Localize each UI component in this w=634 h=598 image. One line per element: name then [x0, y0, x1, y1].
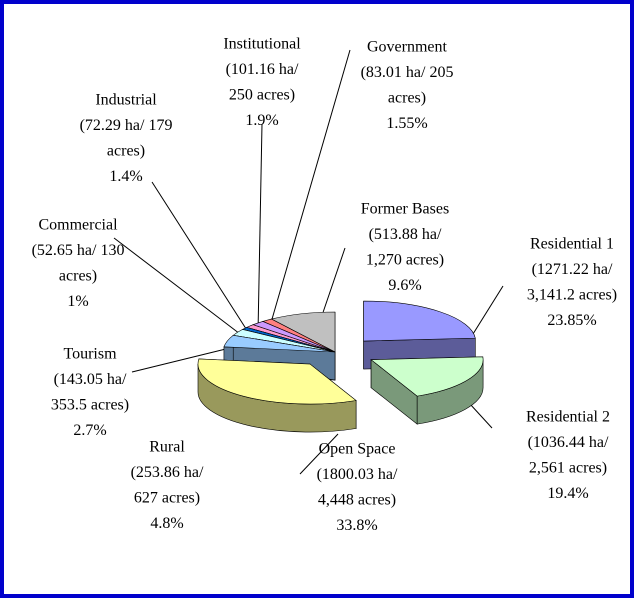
- area-label: 1,270 acres): [366, 252, 444, 269]
- category-label: Open Space: [319, 441, 396, 458]
- slice: [223, 334, 336, 353]
- value-label: 9.6%: [388, 277, 421, 294]
- category-label: Residential 2: [526, 409, 610, 426]
- leader-line: [131, 345, 239, 373]
- leader-line: [113, 237, 245, 338]
- area-label: 2,561 acres): [529, 460, 607, 477]
- leader-line: [267, 49, 351, 334]
- area-label: (72.29 ha/ 179: [80, 117, 173, 134]
- leader-line: [257, 123, 263, 334]
- value-label: 1%: [67, 293, 88, 310]
- category-label: Institutional: [223, 36, 301, 53]
- value-label: 19.4%: [547, 485, 588, 502]
- area-label: (143.05 ha/: [54, 371, 127, 388]
- slice: [370, 356, 484, 397]
- value-label: 23.85%: [547, 312, 596, 329]
- area-label: (513.88 ha/: [369, 226, 442, 243]
- value-label: 1.9%: [245, 112, 278, 129]
- area-label: acres): [107, 143, 145, 160]
- leader-line: [467, 285, 504, 343]
- area-label: 3,141.2 acres): [527, 287, 617, 304]
- category-label: Tourism: [63, 346, 117, 363]
- leader-lines: [113, 49, 504, 475]
- area-label: 250 acres): [229, 87, 295, 104]
- category-label: Rural: [149, 439, 185, 456]
- value-label: 2.7%: [73, 422, 106, 439]
- area-label: (253.86 ha/: [131, 464, 204, 481]
- area-label: 4,448 acres): [318, 492, 396, 509]
- pie: [197, 300, 484, 433]
- slice: [197, 358, 357, 405]
- area-label: (1800.03 ha/: [317, 466, 398, 483]
- area-label: (101.16 ha/: [226, 61, 299, 78]
- value-label: 33.8%: [336, 517, 377, 534]
- leader-line: [469, 403, 493, 429]
- area-label: acres): [388, 90, 426, 107]
- area-label: (83.01 ha/ 205: [361, 64, 454, 81]
- area-label: acres): [59, 268, 97, 285]
- value-label: 1.4%: [109, 168, 142, 185]
- area-label: (1271.22 ha/: [532, 261, 613, 278]
- labels: Residential 1 (1271.22 ha/3,141.2 acres) 2…: [32, 36, 618, 535]
- area-label: 353.5 acres): [51, 397, 129, 414]
- value-label: 1.55%: [386, 115, 427, 132]
- slice: [363, 300, 476, 342]
- area-label: (52.65 ha/ 130: [32, 242, 125, 259]
- category-label: Former Bases: [361, 201, 449, 218]
- area-label: (1036.44 ha/: [528, 434, 609, 451]
- category-label: Commercial: [38, 217, 118, 234]
- value-label: 4.8%: [150, 515, 183, 532]
- leader-line: [151, 181, 251, 336]
- category-label: Industrial: [95, 92, 157, 109]
- area-label: 627 acres): [134, 490, 200, 507]
- category-label: Government: [367, 39, 448, 56]
- leader-line: [299, 433, 339, 475]
- category-label: Residential 1: [530, 236, 614, 253]
